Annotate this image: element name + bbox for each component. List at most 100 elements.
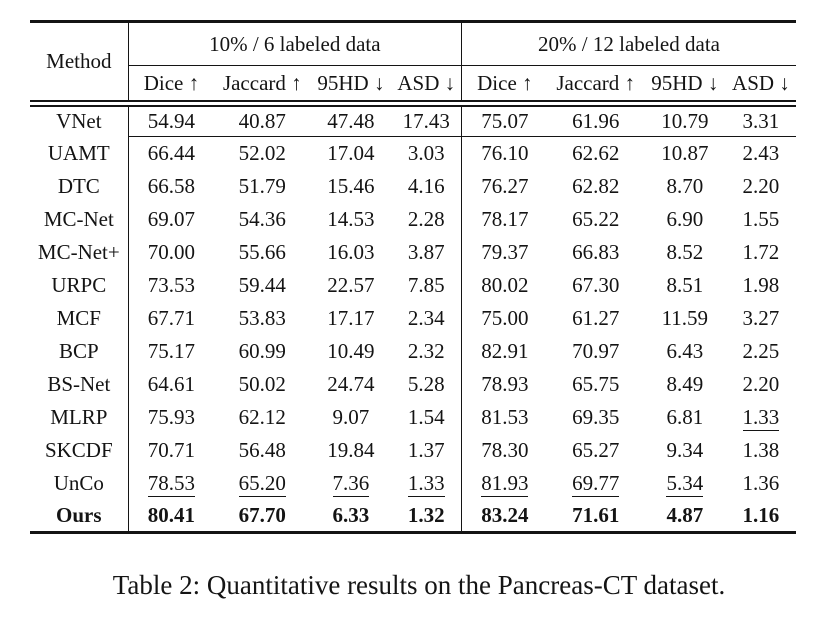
- method-cell: UnCo: [53, 470, 104, 495]
- table-row: SKCDF 70.71 56.48 19.84 1.37 78.30 65.27 9.34 1.…: [30, 433, 796, 467]
- value-cell: 6.90: [644, 203, 726, 236]
- value-cell: 81.93: [461, 466, 548, 500]
- value-cell: 1.54: [391, 401, 461, 434]
- value-text: 9.34: [666, 437, 704, 462]
- value-cell: 24.74: [310, 368, 391, 401]
- metric-header-dice-2: Dice ↑: [461, 65, 548, 107]
- value-cell: 67.71: [127, 301, 215, 335]
- value-cell: 76.27: [461, 169, 548, 203]
- value-text: 50.02: [238, 371, 286, 396]
- value-text: 75.00: [481, 305, 529, 330]
- group-header-10pct: 10% / 6 labeled data: [127, 21, 462, 66]
- value-text: 17.17: [327, 305, 375, 330]
- value-cell: 66.58: [127, 169, 215, 203]
- value-text: 2.28: [407, 206, 445, 231]
- value-cell: 1.98: [726, 269, 796, 302]
- value-cell: 82.91: [461, 334, 548, 368]
- value-text: 1.72: [742, 239, 780, 264]
- value-cell: 70.97: [548, 335, 644, 368]
- value-cell: 2.32: [391, 335, 461, 368]
- table-row: MC-Net 69.07 54.36 14.53 2.28 78.17 65.22 6.90 1…: [30, 202, 796, 236]
- value-cell: 78.93: [461, 367, 548, 401]
- method-cell: BS-Net: [47, 371, 111, 396]
- metric-header-asd-2: ASD ↓: [725, 65, 796, 107]
- value-text: 52.02: [238, 140, 286, 165]
- metric-header-asd-1: ASD ↓: [391, 65, 462, 107]
- table-row: VNet 54.94 40.87 47.48 17.43 75.07 61.96 10.79 3…: [30, 103, 796, 137]
- value-cell: 5.34: [644, 467, 726, 500]
- metric-header-95hd-2: 95HD ↓: [643, 65, 726, 107]
- value-text: 64.61: [147, 371, 196, 396]
- value-text: 22.57: [327, 272, 375, 297]
- value-text: 66.58: [147, 173, 196, 198]
- value-text: 6.81: [666, 404, 704, 429]
- value-cell: 65.75: [548, 368, 644, 401]
- value-cell: 75.07: [461, 103, 548, 137]
- value-cell: 71.61: [548, 500, 644, 533]
- value-cell: 3.31: [725, 103, 796, 137]
- value-cell: 1.32: [391, 500, 461, 533]
- value-cell: 73.53: [127, 268, 215, 302]
- value-cell: 83.24: [461, 499, 548, 533]
- table-row: MCF 67.71 53.83 17.17 2.34 75.00 61.27 11.59 3.2…: [30, 301, 796, 335]
- value-cell: 50.02: [214, 368, 310, 401]
- value-text: 47.48: [327, 109, 375, 133]
- value-cell: 80.41: [127, 499, 215, 533]
- value-cell: 7.85: [391, 269, 461, 302]
- value-text: 65.75: [572, 371, 620, 396]
- value-cell: 70.00: [127, 235, 215, 269]
- table-row: MLRP 75.93 62.12 9.07 1.54 81.53 69.35 6.81 1.33: [30, 400, 796, 434]
- value-text: 9.07: [332, 404, 370, 429]
- metric-header-95hd-1: 95HD ↓: [310, 65, 392, 107]
- method-cell: MC-Net+: [37, 239, 120, 264]
- method-cell: SKCDF: [44, 437, 113, 462]
- value-cell: 75.00: [461, 301, 548, 335]
- value-text: 1.33: [742, 404, 780, 431]
- value-text: 17.04: [327, 140, 375, 165]
- value-text: 69.35: [572, 404, 620, 429]
- value-cell: 61.27: [548, 302, 644, 335]
- value-text: 70.00: [147, 239, 196, 264]
- value-text: 15.46: [327, 173, 375, 198]
- value-text: 54.36: [238, 206, 286, 231]
- value-text: 51.79: [238, 173, 286, 198]
- method-cell: MLRP: [50, 404, 108, 429]
- value-cell: 56.48: [214, 434, 310, 467]
- value-cell: 5.28: [391, 368, 461, 401]
- value-text: 78.93: [481, 371, 529, 396]
- value-text: 2.34: [407, 305, 445, 330]
- value-cell: 8.51: [644, 269, 726, 302]
- value-text: 67.30: [572, 272, 620, 297]
- value-text: 62.12: [238, 404, 286, 429]
- value-text: 79.37: [481, 239, 529, 264]
- value-cell: 15.46: [310, 170, 391, 203]
- value-cell: 1.37: [391, 434, 461, 467]
- value-text: 80.41: [147, 502, 196, 527]
- value-cell: 52.02: [214, 137, 310, 170]
- value-text: 69.77: [572, 470, 620, 497]
- value-cell: 6.43: [644, 335, 726, 368]
- value-text: 82.91: [481, 338, 529, 363]
- value-cell: 8.49: [644, 368, 726, 401]
- value-text: 1.54: [407, 404, 445, 429]
- value-cell: 2.25: [726, 335, 796, 368]
- value-text: 66.44: [147, 140, 196, 165]
- value-cell: 67.70: [214, 500, 310, 533]
- value-text: 65.22: [572, 206, 620, 231]
- value-cell: 54.36: [214, 203, 310, 236]
- value-cell: 8.70: [644, 170, 726, 203]
- table-caption: Table 2: Quantitative results on the Pan…: [112, 570, 726, 600]
- value-text: 3.03: [407, 140, 445, 165]
- value-cell: 53.83: [214, 302, 310, 335]
- value-cell: 40.87: [214, 103, 311, 137]
- value-cell: 65.20: [214, 467, 310, 500]
- value-cell: 22.57: [310, 269, 391, 302]
- group-header-row: Method 10% / 6 labeled data 20% / 12 lab…: [30, 21, 796, 107]
- value-cell: 9.34: [644, 434, 726, 467]
- metric-header-dice-1: Dice ↑: [127, 65, 215, 107]
- value-cell: 80.02: [461, 268, 548, 302]
- value-cell: 62.82: [548, 170, 644, 203]
- value-cell: 79.37: [461, 235, 548, 269]
- value-cell: 9.07: [310, 401, 391, 434]
- value-cell: 78.53: [127, 466, 215, 500]
